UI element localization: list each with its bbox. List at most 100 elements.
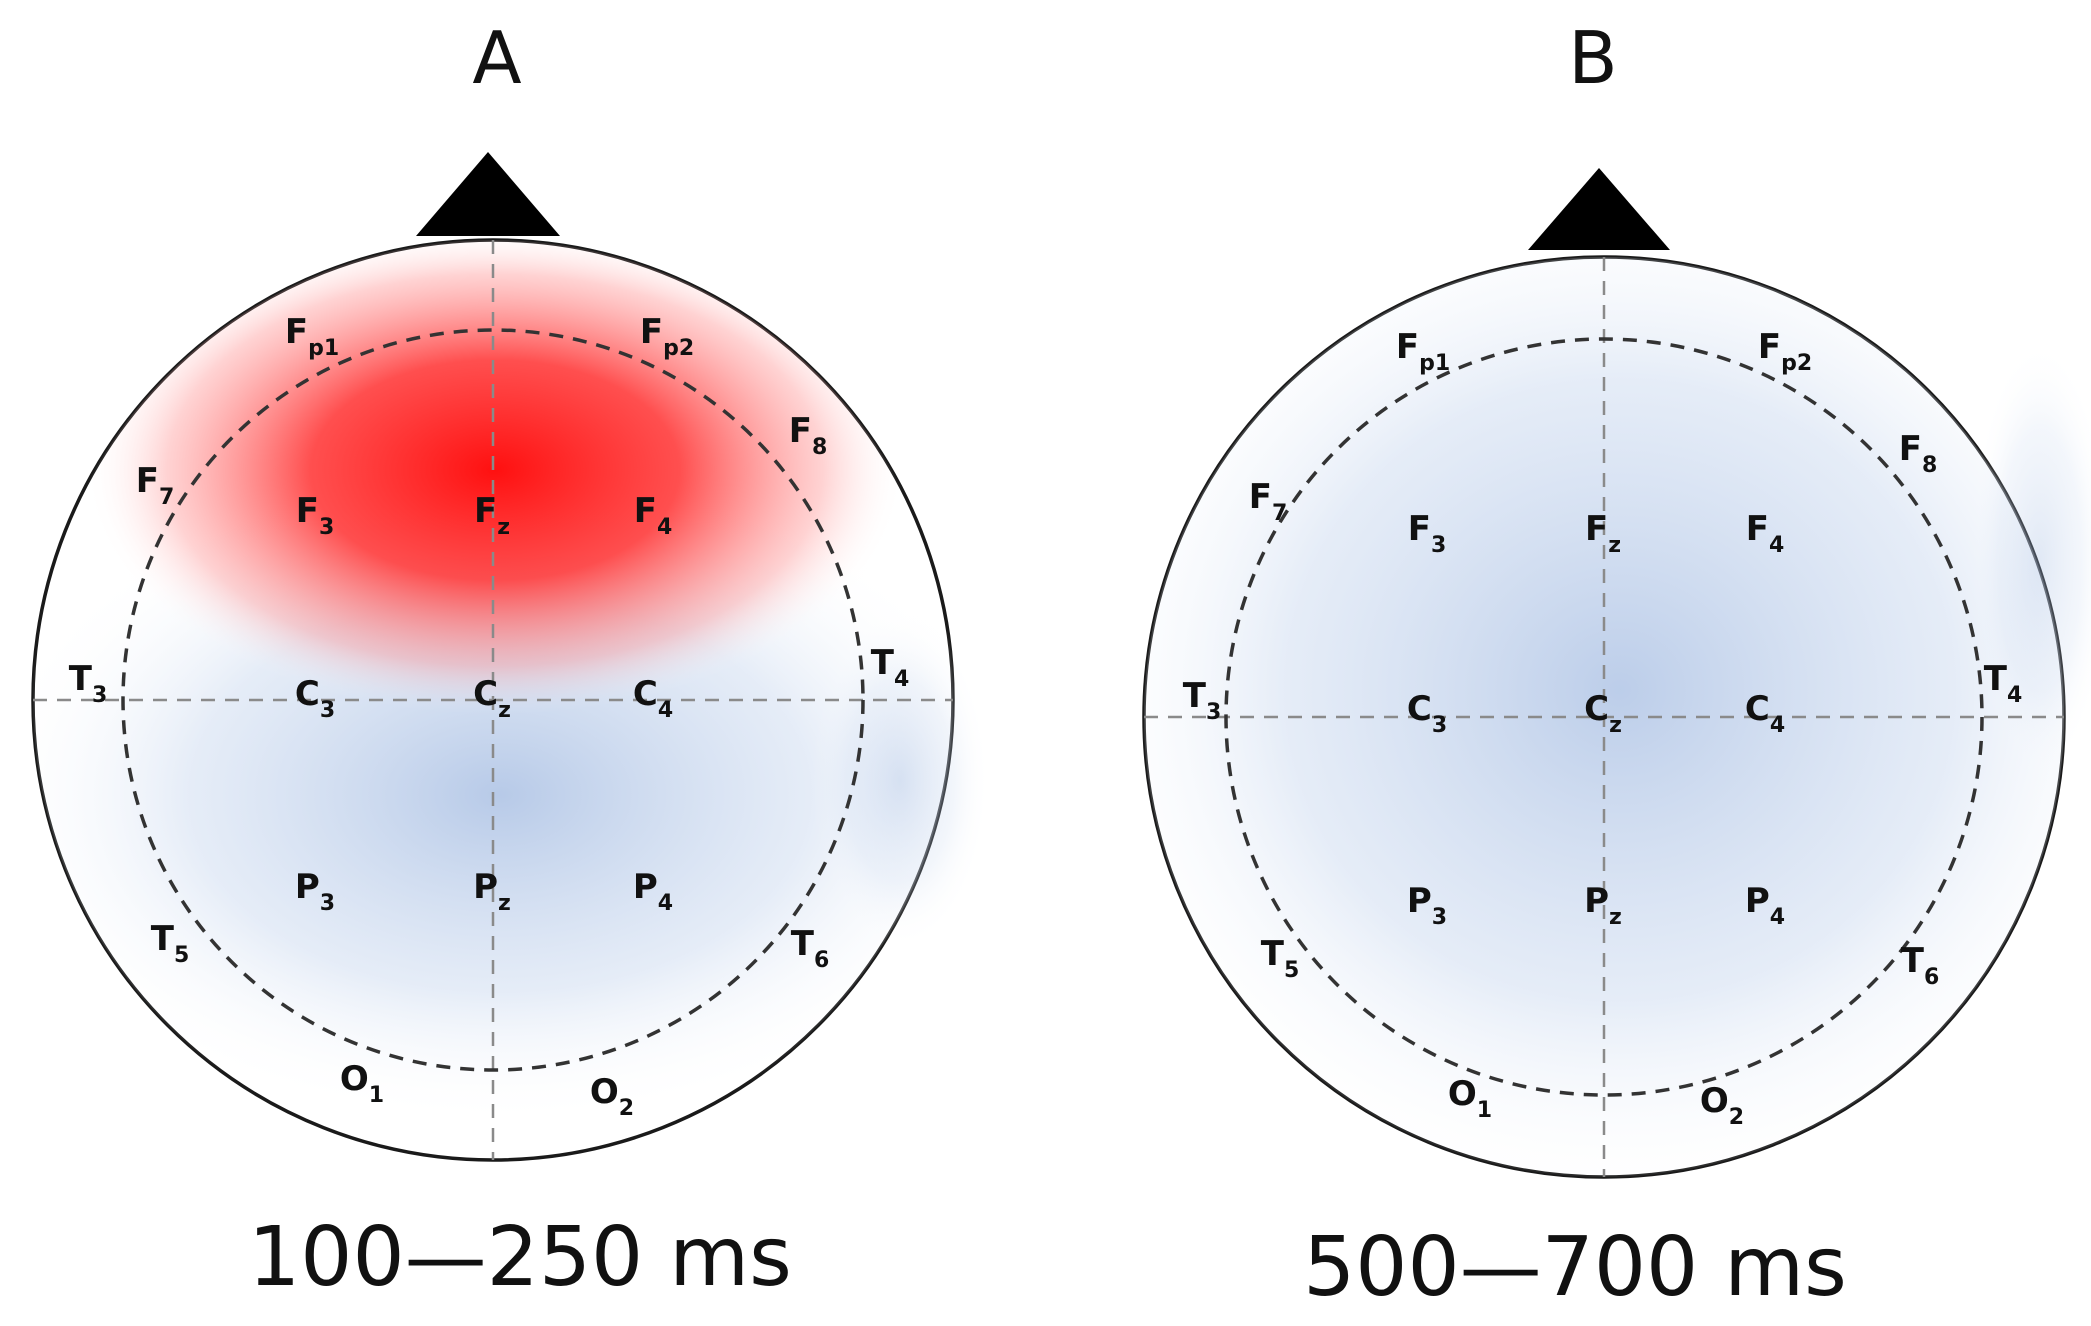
- electrode-subscript: 6: [1924, 965, 1939, 990]
- electrode-label-fp2: Fp2: [640, 312, 694, 361]
- electrode-subscript: 6: [814, 948, 829, 973]
- electrode-subscript: 4: [658, 698, 673, 723]
- electrode-letter: O: [1448, 1074, 1477, 1114]
- negative-halo-b: [1970, 340, 2091, 780]
- electrode-subscript: 3: [1432, 713, 1447, 738]
- electrode-letter: C: [1407, 689, 1432, 729]
- nose-marker-b: [1528, 168, 1670, 250]
- electrode-label-o1: O1: [340, 1059, 384, 1108]
- electrode-label-fz: Fz: [474, 491, 510, 540]
- electrode-letter: F: [474, 491, 497, 531]
- electrode-label-p3: P3: [1407, 881, 1447, 930]
- electrode-subscript: 1: [1477, 1098, 1492, 1123]
- electrode-letter: F: [634, 491, 657, 531]
- electrode-letter: C: [295, 674, 320, 714]
- electrode-letter: T: [151, 919, 175, 959]
- electrode-label-t5: T5: [1261, 934, 1300, 983]
- electrode-label-pz: Pz: [1584, 881, 1622, 930]
- electrode-label-c3: C3: [1407, 689, 1447, 738]
- electrode-label-fp1: Fp1: [1396, 327, 1450, 376]
- electrode-label-f4: F4: [634, 491, 673, 540]
- positive-activation-blob-a: [85, 240, 905, 715]
- electrode-letter: F: [1758, 327, 1781, 367]
- electrode-letter: F: [285, 312, 308, 352]
- electrode-label-o2: O2: [1700, 1081, 1744, 1130]
- electrode-subscript: z: [497, 515, 510, 540]
- electrode-subscript: 4: [894, 667, 909, 692]
- electrode-subscript: 3: [319, 515, 334, 540]
- electrode-subscript: 5: [174, 943, 189, 968]
- electrode-subscript: 3: [92, 683, 107, 708]
- electrode-subscript: 2: [1729, 1105, 1744, 1130]
- electrode-label-f7: F7: [136, 461, 175, 510]
- electrode-letter: O: [1700, 1081, 1729, 1121]
- electrode-subscript: 8: [1922, 453, 1937, 478]
- electrode-subscript: 5: [1284, 958, 1299, 983]
- electrode-letter: P: [295, 867, 320, 907]
- electrode-label-f8: F8: [789, 411, 828, 460]
- electrode-label-p3: P3: [295, 867, 335, 916]
- electrode-subscript: 4: [658, 891, 673, 916]
- electrode-label-t3: T3: [69, 659, 108, 708]
- electrode-subscript: 3: [1431, 533, 1446, 558]
- electrode-ring-a: [121, 328, 865, 1072]
- electrode-letter: T: [791, 924, 815, 964]
- electrode-letter: T: [1901, 941, 1925, 981]
- electrode-label-c4: C4: [633, 674, 673, 723]
- electrode-label-cz: Cz: [1584, 689, 1622, 738]
- electrode-letter: F: [640, 312, 663, 352]
- electrode-label-t4: T4: [1984, 659, 2023, 708]
- electrode-subscript: p2: [663, 336, 694, 361]
- electrode-letter: P: [1584, 881, 1609, 921]
- electrode-label-t6: T6: [1901, 941, 1940, 990]
- electrode-label-f7: F7: [1249, 477, 1288, 526]
- panel-a-time-window: 100—250 ms: [248, 1210, 792, 1305]
- electrode-letter: C: [1584, 689, 1609, 729]
- electrode-subscript: 7: [159, 485, 174, 510]
- negative-activation-blob-b: [1144, 257, 2064, 1177]
- electrode-subscript: 3: [1206, 700, 1221, 725]
- electrode-letter: P: [1745, 881, 1770, 921]
- electrode-subscript: 4: [2007, 683, 2022, 708]
- electrode-letter: T: [69, 659, 93, 699]
- electrode-letter: F: [1396, 327, 1419, 367]
- electrode-subscript: 1: [369, 1083, 384, 1108]
- electrode-label-t6: T6: [791, 924, 830, 973]
- electrode-subscript: 2: [619, 1096, 634, 1121]
- electrode-label-t3: T3: [1183, 676, 1222, 725]
- electrode-letter: F: [1899, 429, 1922, 469]
- electrode-letter: F: [789, 411, 812, 451]
- electrode-letter: F: [296, 491, 319, 531]
- electrode-letter: C: [473, 674, 498, 714]
- electrode-label-o2: O2: [590, 1072, 634, 1121]
- electrode-subscript: p1: [308, 336, 339, 361]
- electrode-label-o1: O1: [1448, 1074, 1492, 1123]
- electrode-subscript: 4: [657, 515, 672, 540]
- electrode-label-c4: C4: [1745, 689, 1785, 738]
- electrode-letter: O: [590, 1072, 619, 1112]
- electrode-label-p4: P4: [1745, 881, 1785, 930]
- electrode-letter: O: [340, 1059, 369, 1099]
- electrode-letter: T: [871, 643, 895, 683]
- electrode-label-f3: F3: [1408, 509, 1447, 558]
- electrode-letter: P: [633, 867, 658, 907]
- electrode-label-t4: T4: [871, 643, 910, 692]
- electrode-subscript: z: [498, 698, 511, 723]
- electrode-letter: F: [136, 461, 159, 501]
- electrode-letter: F: [1585, 509, 1608, 549]
- electrode-subscript: p2: [1781, 351, 1812, 376]
- electrode-label-pz: Pz: [473, 867, 511, 916]
- electrode-subscript: z: [1609, 713, 1622, 738]
- negative-halo-a: [810, 610, 990, 950]
- electrode-label-c3: C3: [295, 674, 335, 723]
- electrode-letter: F: [1408, 509, 1431, 549]
- electrode-letter: T: [1984, 659, 2008, 699]
- electrode-letter: P: [473, 867, 498, 907]
- electrode-label-fp2: Fp2: [1758, 327, 1812, 376]
- electrode-label-t5: T5: [151, 919, 190, 968]
- electrode-subscript: 3: [320, 891, 335, 916]
- electrode-subscript: 7: [1272, 501, 1287, 526]
